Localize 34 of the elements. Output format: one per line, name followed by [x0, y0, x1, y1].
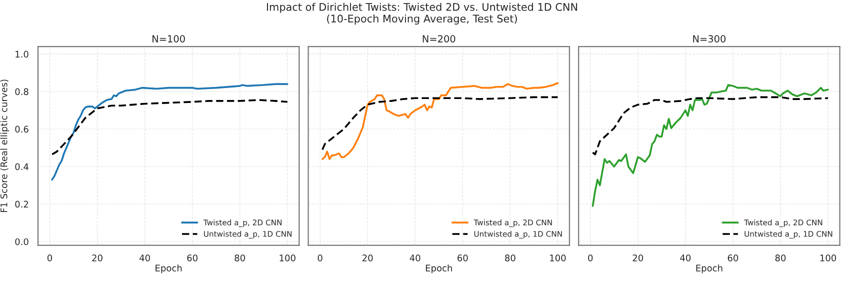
x-tick-label: 100 [280, 254, 296, 262]
line-series [51, 99, 288, 156]
y-tick-label: 0.8 [15, 88, 28, 96]
x-tick-label: 60 [187, 254, 198, 262]
x-tick-label: 80 [775, 254, 786, 262]
y-tick-label: 0.6 [15, 126, 28, 133]
y-tick-label: 1.0 [16, 50, 28, 58]
y-axis-title: F1 Score (Real elliptic curves) [0, 80, 10, 212]
x-axis-title: Epoch [156, 264, 182, 274]
chart-title: N=300 [693, 35, 726, 42]
x-tick-label: 40 [140, 254, 150, 262]
x-tick-label: 0 [588, 254, 593, 262]
x-tick-label: 100 [820, 254, 836, 262]
x-axis-title: Epoch [426, 264, 452, 274]
x-tick-label: 20 [632, 254, 644, 262]
x-tick-label: 40 [680, 254, 691, 262]
x-tick-label: 100 [550, 254, 566, 262]
y-tick-label: 0.4 [15, 163, 28, 170]
x-tick-label: 20 [362, 254, 373, 262]
text: Impact of Dirichlet Twists: Twisted 2D vs. Untwisted 1D CNN (10-Epoch Moving Average, Test Set) [266, 2, 578, 25]
y-tick-label: 0.0 [15, 238, 28, 246]
x-tick-label: 0 [47, 254, 52, 262]
x-tick-label: 80 [505, 254, 516, 262]
x-tick-label: 60 [728, 254, 738, 262]
y-tick-label: 0.2 [15, 200, 28, 208]
line-series [51, 83, 288, 181]
x-tick-label: 20 [92, 254, 102, 262]
x-tick-label: 0 [318, 254, 322, 262]
x-tick-label: 60 [458, 254, 468, 262]
chart-title: N=200 [422, 35, 456, 42]
x-tick-label: 40 [410, 254, 420, 262]
x-tick-label: 80 [234, 254, 246, 262]
chart-title: N=100 [152, 35, 185, 42]
x-axis-title: Epoch [696, 264, 722, 274]
